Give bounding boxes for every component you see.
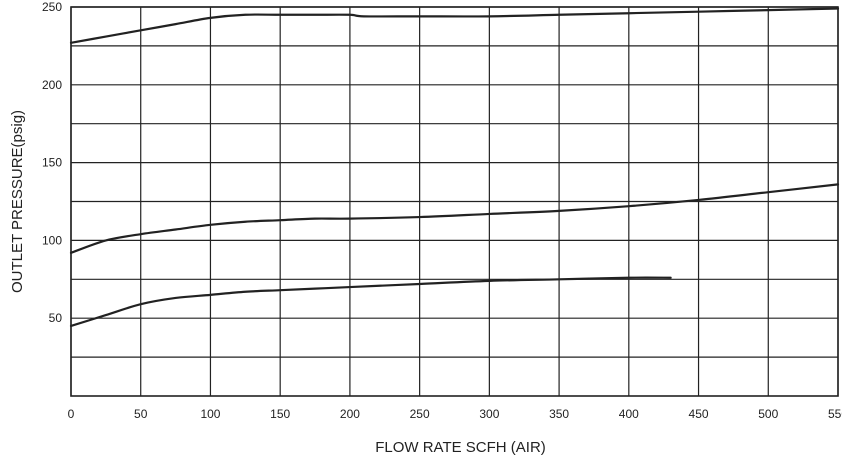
y-axis-title: OUTLET PRESSURE(psig) bbox=[9, 110, 26, 293]
x-tick-label: 50 bbox=[134, 407, 148, 421]
tick-label-layer: 0 50 100 150 200 250 300 350 400 450 500 550 50 100 15… bbox=[42, 0, 842, 421]
y-tick-label: 150 bbox=[42, 156, 62, 170]
y-tick-label: 250 bbox=[42, 0, 62, 14]
x-tick-label: 300 bbox=[479, 407, 499, 421]
x-tick-label: 400 bbox=[619, 407, 639, 421]
x-tick-label: 250 bbox=[410, 407, 430, 421]
y-tick-label: 200 bbox=[42, 78, 62, 92]
series-line-2 bbox=[69, 183, 840, 254]
x-tick-label: 350 bbox=[549, 407, 569, 421]
series-line-1 bbox=[69, 7, 840, 44]
series-line-3 bbox=[69, 276, 672, 328]
x-tick-label: 100 bbox=[200, 407, 220, 421]
x-tick-label: 200 bbox=[340, 407, 360, 421]
x-tick-label: 550 bbox=[828, 407, 842, 421]
x-tick-label: 150 bbox=[270, 407, 290, 421]
y-tick-label: 100 bbox=[42, 233, 62, 247]
x-axis-title: FLOW RATE SCFH (AIR) bbox=[375, 439, 546, 456]
x-tick-label: 0 bbox=[68, 407, 75, 421]
x-tick-label: 500 bbox=[758, 407, 778, 421]
grid-layer bbox=[70, 6, 839, 397]
x-tick-label: 450 bbox=[689, 407, 709, 421]
series-layer bbox=[69, 7, 840, 328]
y-tick-label: 50 bbox=[49, 311, 63, 325]
plot-frame bbox=[70, 6, 839, 397]
